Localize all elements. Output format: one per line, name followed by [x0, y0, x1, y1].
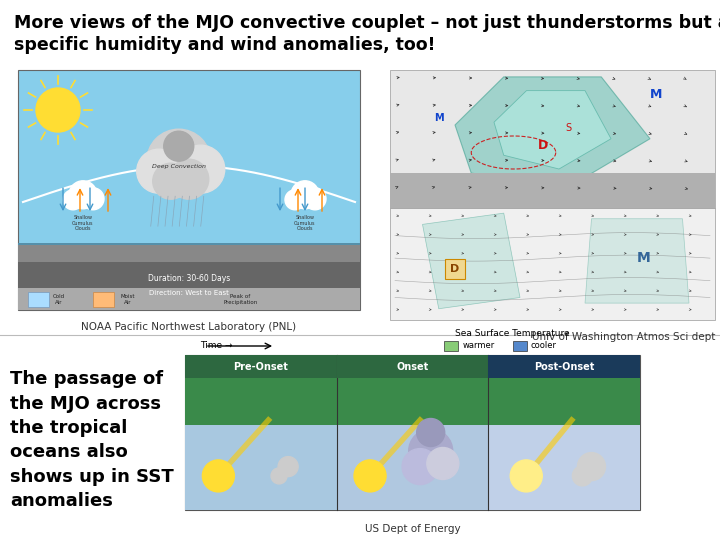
- Circle shape: [176, 145, 225, 193]
- Bar: [488, 355, 640, 378]
- Text: The passage of
the MJO across
the tropical
oceans also
shows up in SST
anomalies: The passage of the MJO across the tropic…: [10, 370, 174, 510]
- Circle shape: [147, 129, 211, 193]
- Polygon shape: [423, 213, 520, 309]
- Bar: [488, 378, 640, 425]
- Circle shape: [427, 448, 459, 480]
- Text: Duration: 30-60 Days: Duration: 30-60 Days: [148, 274, 230, 284]
- Text: More views of the MJO convective couplet – not just thunderstorms but also
speci: More views of the MJO convective couplet…: [14, 14, 720, 54]
- Bar: [94, 292, 114, 307]
- Text: NOAA Pacific Northwest Laboratory (PNL): NOAA Pacific Northwest Laboratory (PNL): [81, 322, 297, 332]
- Circle shape: [291, 181, 319, 209]
- Bar: [337, 378, 488, 425]
- Bar: [513, 341, 526, 351]
- Circle shape: [417, 418, 445, 447]
- Circle shape: [202, 460, 235, 492]
- Circle shape: [304, 188, 326, 210]
- Text: M: M: [650, 88, 662, 102]
- Bar: [337, 355, 488, 378]
- Polygon shape: [455, 77, 650, 187]
- Circle shape: [285, 190, 305, 210]
- Text: Sea Surface Temperature: Sea Surface Temperature: [455, 328, 570, 338]
- Bar: [18, 243, 360, 310]
- Bar: [390, 207, 715, 320]
- Text: Deep Convection: Deep Convection: [152, 164, 206, 168]
- Bar: [18, 288, 360, 310]
- Text: M: M: [434, 113, 444, 123]
- Circle shape: [63, 190, 83, 210]
- Circle shape: [153, 163, 189, 199]
- Polygon shape: [585, 219, 689, 303]
- Text: Peak of
Precipitation: Peak of Precipitation: [223, 294, 258, 305]
- Bar: [337, 378, 488, 510]
- Text: US Dept of Energy: US Dept of Energy: [365, 524, 460, 534]
- Bar: [488, 378, 640, 510]
- Bar: [445, 259, 465, 279]
- Text: Time →: Time →: [200, 341, 233, 350]
- Bar: [185, 378, 337, 510]
- Text: Cold
Air: Cold Air: [53, 294, 65, 305]
- Bar: [18, 245, 360, 262]
- Bar: [185, 355, 640, 510]
- Text: warmer: warmer: [462, 341, 495, 350]
- Text: S: S: [566, 123, 572, 133]
- Text: M: M: [636, 251, 650, 265]
- Text: D: D: [538, 139, 548, 152]
- Text: Moist
Air: Moist Air: [120, 294, 135, 305]
- Circle shape: [354, 460, 386, 492]
- Text: Univ of Washington Atmos Sci dept: Univ of Washington Atmos Sci dept: [531, 332, 715, 342]
- Bar: [185, 378, 337, 425]
- Text: Pre-Onset: Pre-Onset: [233, 362, 288, 372]
- Circle shape: [69, 181, 97, 209]
- Circle shape: [82, 188, 104, 210]
- Text: cooler: cooler: [531, 341, 557, 350]
- Circle shape: [572, 466, 593, 486]
- Bar: [18, 262, 360, 310]
- Bar: [444, 341, 459, 351]
- Circle shape: [36, 88, 80, 132]
- Circle shape: [577, 453, 606, 481]
- Circle shape: [163, 131, 194, 161]
- Polygon shape: [494, 91, 611, 169]
- Bar: [390, 173, 715, 207]
- Text: Onset: Onset: [397, 362, 428, 372]
- Text: D: D: [451, 265, 459, 274]
- Circle shape: [510, 460, 542, 492]
- Text: Shallow
Cumulus
Clouds: Shallow Cumulus Clouds: [72, 215, 94, 232]
- Circle shape: [278, 457, 298, 477]
- Circle shape: [137, 149, 181, 193]
- Text: Post-Onset: Post-Onset: [534, 362, 594, 372]
- Circle shape: [168, 159, 209, 199]
- Circle shape: [409, 429, 453, 473]
- Bar: [390, 70, 715, 207]
- Bar: [18, 70, 360, 310]
- Circle shape: [271, 468, 287, 484]
- Text: Direction: West to East: Direction: West to East: [149, 290, 229, 296]
- Bar: [185, 355, 337, 378]
- Bar: [28, 292, 49, 307]
- Text: Shallow
Cumulus
Clouds: Shallow Cumulus Clouds: [294, 215, 316, 232]
- Circle shape: [402, 449, 438, 484]
